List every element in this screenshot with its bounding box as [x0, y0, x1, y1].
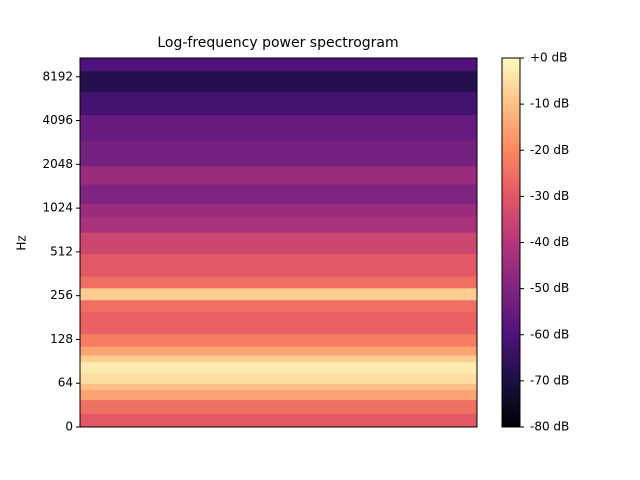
- colorbar-tick-label: -20 dB: [530, 143, 569, 157]
- y-tick-label: 256: [50, 288, 73, 302]
- colorbar-tick-label: -10 dB: [530, 97, 569, 111]
- heatmap-cell: [80, 361, 477, 374]
- y-tick-label: 2048: [42, 157, 73, 171]
- heatmap-cell: [80, 58, 477, 72]
- heatmap-cell: [80, 413, 477, 428]
- colorbar: [501, 57, 521, 428]
- chart-title: Log-frequency power spectrogram: [157, 35, 398, 51]
- heatmap-cell: [80, 165, 477, 185]
- heatmap-cell: [80, 203, 477, 217]
- heatmap-cell: [80, 70, 477, 92]
- heatmap-cell: [80, 299, 477, 312]
- heatmap-cell: [80, 399, 477, 414]
- heatmap-cell: [80, 333, 477, 347]
- colorbar-tick-label: +0 dB: [530, 51, 567, 65]
- heatmap-cell: [80, 287, 477, 301]
- heatmap-cell: [80, 91, 477, 116]
- heatmap-cell: [80, 355, 477, 363]
- y-tick-label: 8192: [42, 69, 73, 83]
- colorbar-tick-label: -60 dB: [530, 327, 569, 341]
- y-tick-label: 0: [65, 420, 73, 434]
- colorbar-tick-label: -40 dB: [530, 235, 569, 249]
- heatmap-cell: [80, 311, 477, 335]
- heatmap-cell: [80, 232, 477, 254]
- colorbar-tick-label: -80 dB: [530, 420, 569, 434]
- heatmap-cell: [80, 114, 477, 141]
- heatmap-cell: [80, 389, 477, 401]
- y-axis-label: Hz: [15, 235, 29, 250]
- y-tick-label: 4096: [42, 113, 73, 127]
- colorbar-tick-label: -30 dB: [530, 189, 569, 203]
- heatmap-cell: [80, 216, 477, 233]
- heatmap-cell: [80, 275, 477, 289]
- colorbar-tick-label: -50 dB: [530, 281, 569, 295]
- y-tick-label: 1024: [42, 201, 73, 215]
- y-tick-label: 512: [50, 244, 73, 258]
- heatmap-cell: [80, 383, 477, 390]
- heatmap-cell: [80, 183, 477, 205]
- colorbar-tick-label: -70 dB: [530, 373, 569, 387]
- heatmap-cell: [80, 140, 477, 167]
- heatmap-cell: [80, 346, 477, 356]
- y-tick-label: 64: [58, 376, 73, 390]
- y-tick-label: 128: [50, 332, 73, 346]
- heatmap-cell: [80, 253, 477, 277]
- heatmap-cell: [80, 373, 477, 384]
- plot-frame: [79, 57, 478, 428]
